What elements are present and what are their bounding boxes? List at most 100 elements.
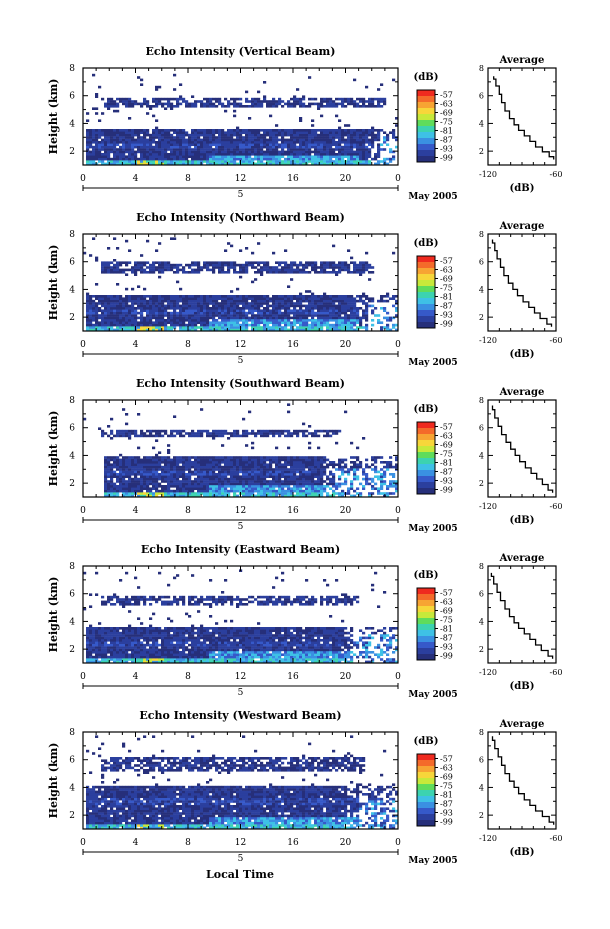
heatmap-cell — [146, 157, 150, 161]
heatmap-cell — [203, 302, 207, 305]
heatmap-cell — [233, 314, 237, 317]
heatmap-cell — [209, 475, 213, 478]
heatmap-cell — [320, 307, 324, 310]
heatmap-cell — [224, 492, 228, 495]
heatmap-cell — [350, 153, 354, 156]
heatmap-cell — [125, 295, 129, 298]
heatmap-cell — [104, 143, 108, 146]
heatmap-cell — [329, 261, 333, 264]
heatmap-cell — [383, 480, 387, 483]
heatmap-cell — [191, 316, 195, 320]
heatmap-cell — [332, 309, 336, 312]
heatmap-cell — [230, 148, 234, 151]
heatmap-cell — [86, 157, 90, 161]
heatmap-cell — [248, 302, 252, 305]
heatmap-cell — [269, 492, 273, 495]
heatmap-cell — [236, 489, 240, 493]
heatmap-cell — [380, 148, 384, 151]
heatmap-cell — [254, 319, 258, 322]
heatmap-cell — [320, 473, 324, 476]
heatmap-cell — [95, 141, 99, 144]
heatmap-cell — [359, 494, 363, 498]
heatmap-cell — [140, 131, 144, 134]
heatmap-cell — [344, 295, 348, 298]
heatmap-cell — [116, 131, 120, 134]
heatmap-cell — [257, 463, 261, 466]
heatmap-cell — [161, 323, 165, 327]
heatmap-cell — [224, 133, 228, 137]
heatmap-cell — [161, 297, 165, 300]
heatmap-cell — [335, 143, 339, 146]
heatmap-cell — [356, 477, 360, 481]
heatmap-cell — [98, 328, 102, 332]
heatmap-cell — [230, 309, 234, 312]
heatmap-cell — [170, 326, 174, 329]
heatmap-cell — [320, 326, 324, 329]
heatmap-cell — [107, 473, 111, 476]
heatmap-cell — [137, 482, 141, 486]
heatmap-cell — [242, 138, 246, 142]
colorbar-swatch — [417, 298, 435, 305]
heatmap-cell — [185, 468, 189, 471]
heatmap-cell — [350, 157, 354, 161]
heatmap-cell — [131, 100, 135, 103]
heatmap-cell — [224, 162, 228, 166]
heatmap-cell — [311, 297, 315, 300]
heatmap-cell — [161, 473, 165, 476]
heatmap-cell — [260, 160, 264, 163]
heatmap-cell — [194, 105, 198, 108]
heatmap-cell — [383, 299, 387, 303]
heatmap-cell — [263, 150, 267, 154]
heatmap-cell — [182, 266, 186, 269]
heatmap-cell — [149, 492, 153, 495]
heatmap-cell — [122, 463, 126, 466]
heatmap-cell — [185, 150, 189, 154]
heatmap-cell — [257, 297, 261, 300]
heatmap-cell — [206, 314, 210, 317]
heatmap-cell — [182, 309, 186, 312]
heatmap-cell — [182, 299, 186, 303]
heatmap-cell — [227, 138, 231, 142]
heatmap-cell — [167, 494, 171, 498]
heatmap-cell — [191, 321, 195, 324]
heatmap-cell — [158, 242, 162, 245]
heatmap-cell — [236, 309, 240, 312]
heatmap-cell — [146, 261, 150, 264]
heatmap-cell — [395, 295, 399, 298]
heatmap-cell — [242, 475, 246, 478]
heatmap-cell — [197, 482, 201, 486]
heatmap-cell — [284, 470, 288, 474]
heatmap-cell — [353, 131, 357, 134]
heatmap-cell — [392, 492, 396, 495]
heatmap-cell — [323, 302, 327, 305]
heatmap-cell — [341, 492, 345, 495]
heatmap-cell — [362, 105, 366, 108]
heatmap-cell — [176, 307, 180, 310]
heatmap-cell — [161, 307, 165, 310]
heatmap-cell — [161, 489, 165, 493]
heatmap-cell — [188, 494, 192, 498]
heatmap-cell — [98, 150, 102, 154]
heatmap-cell — [260, 155, 264, 158]
heatmap-cell — [215, 153, 219, 156]
heatmap-cell — [206, 145, 210, 149]
heatmap-cell — [353, 311, 357, 315]
heatmap-cell — [296, 319, 300, 322]
heatmap-cell — [212, 131, 216, 134]
heatmap-cell — [134, 266, 138, 269]
heatmap-cell — [227, 150, 231, 154]
heatmap-cell — [386, 138, 390, 142]
heatmap-cell — [254, 307, 258, 310]
heatmap-cell — [266, 153, 270, 156]
heatmap-cell — [338, 268, 342, 272]
heatmap-cell — [347, 133, 351, 137]
heatmap-cell — [110, 319, 114, 322]
heatmap-cell — [215, 492, 219, 495]
heatmap-cell — [101, 328, 105, 332]
heatmap-cell — [164, 263, 168, 267]
heatmap-cell — [242, 468, 246, 471]
heatmap-cell — [173, 131, 177, 134]
heatmap-cell — [236, 148, 240, 151]
heatmap-cell — [224, 309, 228, 312]
heatmap-cell — [302, 309, 306, 312]
